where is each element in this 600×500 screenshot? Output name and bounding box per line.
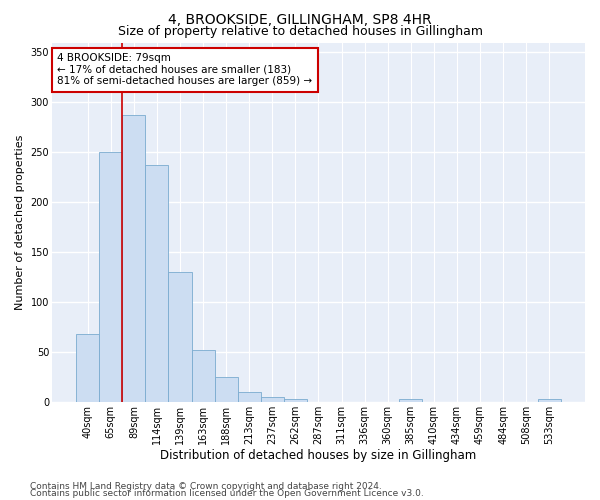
- Y-axis label: Number of detached properties: Number of detached properties: [15, 134, 25, 310]
- Bar: [99, 152, 122, 402]
- Bar: [538, 399, 561, 402]
- Text: Contains public sector information licensed under the Open Government Licence v3: Contains public sector information licen…: [30, 490, 424, 498]
- Text: Size of property relative to detached houses in Gillingham: Size of property relative to detached ho…: [118, 25, 482, 38]
- Bar: [145, 166, 169, 402]
- Bar: [76, 334, 99, 402]
- Bar: [215, 377, 238, 402]
- Bar: [191, 350, 215, 402]
- Text: Contains HM Land Registry data © Crown copyright and database right 2024.: Contains HM Land Registry data © Crown c…: [30, 482, 382, 491]
- Bar: [284, 399, 307, 402]
- Text: 4 BROOKSIDE: 79sqm
← 17% of detached houses are smaller (183)
81% of semi-detach: 4 BROOKSIDE: 79sqm ← 17% of detached hou…: [57, 54, 313, 86]
- Bar: [399, 399, 422, 402]
- Bar: [122, 116, 145, 402]
- Bar: [238, 392, 261, 402]
- Text: 4, BROOKSIDE, GILLINGHAM, SP8 4HR: 4, BROOKSIDE, GILLINGHAM, SP8 4HR: [168, 12, 432, 26]
- Bar: [261, 397, 284, 402]
- X-axis label: Distribution of detached houses by size in Gillingham: Distribution of detached houses by size …: [160, 450, 476, 462]
- Bar: [169, 272, 191, 402]
